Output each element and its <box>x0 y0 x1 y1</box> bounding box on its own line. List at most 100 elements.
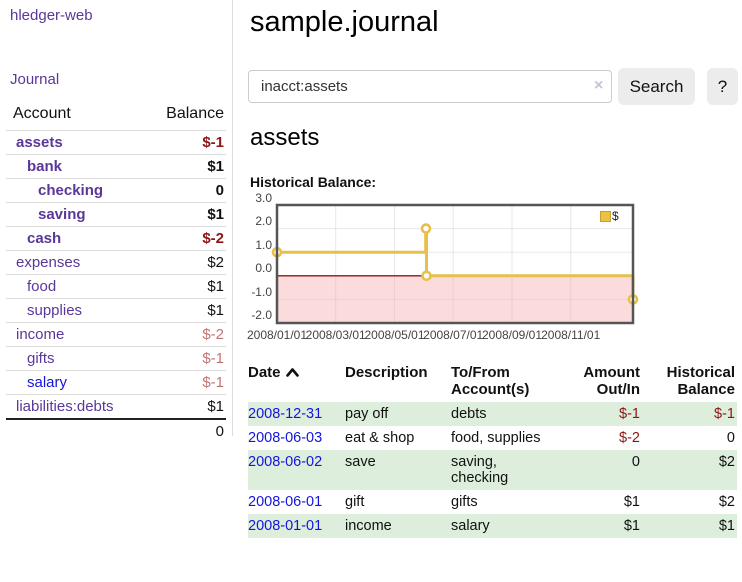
date-header-label: Date <box>248 364 281 381</box>
account-balance: 0 <box>156 178 226 203</box>
chart-section-label: Historical Balance: <box>250 174 377 190</box>
register-table: Date Description To/From Account(s) Amou… <box>248 362 737 538</box>
account-link-income[interactable]: income <box>16 326 65 343</box>
transaction-accounts: food, supplies <box>451 430 541 446</box>
negative-region-shading <box>277 275 633 323</box>
transaction-date-link[interactable]: 2008-12-31 <box>248 406 323 422</box>
legend-label: $ <box>612 209 619 223</box>
account-row: gifts $-1 <box>6 346 226 371</box>
transaction-date-link[interactable]: 2008-06-03 <box>248 430 323 446</box>
transaction-accounts: gifts <box>451 494 478 510</box>
transaction-date-link[interactable]: 2008-06-02 <box>248 454 323 470</box>
account-heading: assets <box>250 124 320 151</box>
transaction-row: 2008-12-31 pay off debts $-1 $-1 <box>248 402 737 426</box>
account-link-gifts[interactable]: gifts <box>27 350 55 367</box>
account-row: assets $-1 <box>6 130 226 155</box>
transaction-description: gift <box>345 494 365 510</box>
transaction-date-link[interactable]: 2008-06-01 <box>248 494 323 510</box>
account-balance: $-2 <box>156 226 226 251</box>
y-axis-tick: -2.0 <box>251 308 272 322</box>
x-axis-tick: 2008/01/01 <box>246 328 308 342</box>
account-link-saving[interactable]: saving <box>38 206 86 223</box>
account-balance: $1 <box>156 298 226 323</box>
accounts-header-row: Account Balance <box>6 102 226 131</box>
transaction-balance: $-1 <box>714 406 735 422</box>
help-button[interactable]: ? <box>707 68 738 105</box>
account-balance: $1 <box>156 154 226 179</box>
y-axis-tick: 1.0 <box>255 238 272 252</box>
account-link-cash[interactable]: cash <box>27 230 62 247</box>
transaction-description: income <box>345 518 392 534</box>
register-header-balance: Historical Balance <box>666 364 735 398</box>
transaction-amount: $1 <box>623 494 640 510</box>
transaction-row: 2008-06-01 gift gifts $1 $2 <box>248 490 737 514</box>
account-row: bank $1 <box>6 154 226 179</box>
y-axis-tick: -1.0 <box>251 285 272 299</box>
account-link-bank[interactable]: bank <box>27 158 63 175</box>
account-link-assets[interactable]: assets <box>16 134 63 151</box>
transaction-balance: 0 <box>726 430 735 446</box>
chart-legend: $ <box>600 209 619 223</box>
account-link-expenses[interactable]: expenses <box>16 254 81 271</box>
sidebar-item-journal[interactable]: Journal <box>10 71 60 88</box>
accounts-header-account: Account <box>13 105 71 122</box>
sidebar: hledger-web Journal Account Balance asse… <box>0 0 232 582</box>
account-row: saving $1 <box>6 202 226 227</box>
transaction-description: eat & shop <box>345 430 415 446</box>
transaction-accounts: saving, checking <box>451 454 509 486</box>
account-row: income $-2 <box>6 322 226 347</box>
x-axis-tick: 2008/03/01 <box>305 328 366 342</box>
account-link-food[interactable]: food <box>27 278 57 295</box>
transaction-amount: $-2 <box>619 430 640 446</box>
account-link-salary[interactable]: salary <box>27 374 68 391</box>
account-balance: $1 <box>156 394 226 419</box>
account-row: checking 0 <box>6 178 226 203</box>
y-axis-tick: 2.0 <box>255 214 272 228</box>
transaction-balance: $2 <box>718 454 735 470</box>
transaction-description: pay off <box>345 406 389 422</box>
transaction-date-link[interactable]: 2008-01-01 <box>248 518 323 534</box>
account-row: food $1 <box>6 274 226 299</box>
clear-search-icon[interactable]: × <box>594 77 604 94</box>
x-axis-tick: 2008/07/01 <box>423 328 484 342</box>
legend-swatch <box>600 210 611 222</box>
accounts-total-value: 0 <box>156 418 226 443</box>
account-balance: $-1 <box>156 346 226 371</box>
account-balance: $-2 <box>156 322 226 347</box>
x-axis-tick: 2008/09/01 <box>481 328 543 342</box>
register-header-amount: Amount Out/In <box>583 364 640 398</box>
sidebar-divider <box>232 0 233 436</box>
accounts-total-row: 0 <box>6 418 226 443</box>
transaction-row: 2008-06-02 save saving, checking 0 $2 <box>248 450 737 490</box>
historical-balance-chart: 3.0 2.0 1.0 0.0 -1.0 -2.0 <box>247 191 742 350</box>
sort-ascending-icon[interactable] <box>285 368 299 377</box>
transaction-row: 2008-06-03 eat & shop food, supplies $-2… <box>248 426 737 450</box>
app-title-link[interactable]: hledger-web <box>10 7 93 24</box>
account-balance: $-1 <box>156 370 226 395</box>
transaction-amount: $1 <box>623 518 640 534</box>
account-row: expenses $2 <box>6 250 226 275</box>
search-button[interactable]: Search <box>618 68 695 105</box>
main-content: sample.journal × Search ? assets Histori… <box>247 0 742 582</box>
transaction-amount: 0 <box>631 454 640 470</box>
account-row: cash $-2 <box>6 226 226 251</box>
register-header-date[interactable]: Date <box>248 362 345 402</box>
account-balance: $-1 <box>156 130 226 155</box>
account-link-liabilities-debts[interactable]: liabilities:debts <box>16 398 114 415</box>
transaction-accounts: salary <box>451 518 490 534</box>
transaction-balance: $2 <box>718 494 735 510</box>
account-link-supplies[interactable]: supplies <box>27 302 83 319</box>
transaction-row: 2008-01-01 income salary $1 $1 <box>248 514 737 538</box>
search-input[interactable] <box>248 70 612 103</box>
y-axis-tick: 3.0 <box>255 191 272 205</box>
account-link-checking[interactable]: checking <box>38 182 104 199</box>
transaction-amount: $-1 <box>619 406 640 422</box>
register-header-description: Description <box>345 364 428 381</box>
search-form: × Search ? <box>248 68 742 106</box>
accounts-header-balance: Balance <box>166 105 224 122</box>
account-balance: $1 <box>156 202 226 227</box>
x-axis-tick: 2008/05/01 <box>364 328 425 342</box>
register-header-tofrom: To/From Account(s) <box>451 364 530 398</box>
register-header-row: Date Description To/From Account(s) Amou… <box>248 362 737 402</box>
account-row: supplies $1 <box>6 298 226 323</box>
